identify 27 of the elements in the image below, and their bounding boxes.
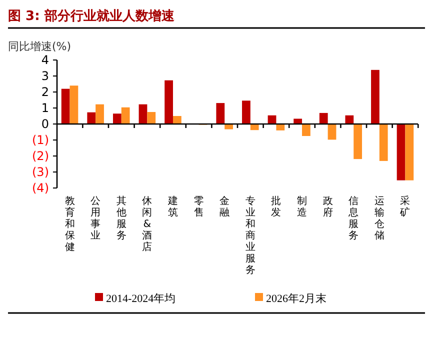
- y-tick-label: (4): [32, 181, 49, 196]
- y-tick-label: (1): [32, 133, 49, 148]
- x-tick-label: 金融: [220, 195, 230, 218]
- x-tick-label: 教育和保健: [64, 196, 75, 253]
- y-tick-label: 1: [41, 101, 49, 116]
- y-tick-label: (2): [32, 149, 49, 164]
- x-tick-label: 信息服务: [348, 195, 359, 242]
- chart-title: 图 3: 部分行业就业人数增速: [8, 8, 176, 24]
- x-tick-label: 采矿: [399, 195, 410, 218]
- x-tick-label: 零售: [194, 196, 204, 218]
- legend-label: 2026年2月末: [266, 292, 326, 305]
- y-tick-label: 3: [41, 69, 49, 84]
- y-tick-label: (3): [32, 165, 49, 180]
- y-tick-label: 0: [41, 117, 49, 132]
- y-tick-label: 4: [41, 53, 49, 68]
- legend-label: 2014-2024年均: [106, 292, 176, 305]
- x-tick-label: 专业和商业服务: [245, 195, 256, 276]
- x-tick-label: 其他服务: [116, 195, 126, 242]
- x-tick-label: 制造: [297, 195, 308, 218]
- x-tick-label: 公用事业: [90, 195, 101, 242]
- x-tick-label: 休闲&酒店: [142, 196, 152, 253]
- x-tick-label: 运输仓储: [374, 195, 384, 242]
- y-tick-label: 2: [41, 85, 49, 100]
- x-tick-label: 政府: [322, 196, 333, 218]
- y-axis-title: 同比增速(%): [8, 40, 72, 53]
- x-tick-label: 批发: [271, 195, 282, 218]
- x-tick-label: 建筑: [166, 195, 178, 218]
